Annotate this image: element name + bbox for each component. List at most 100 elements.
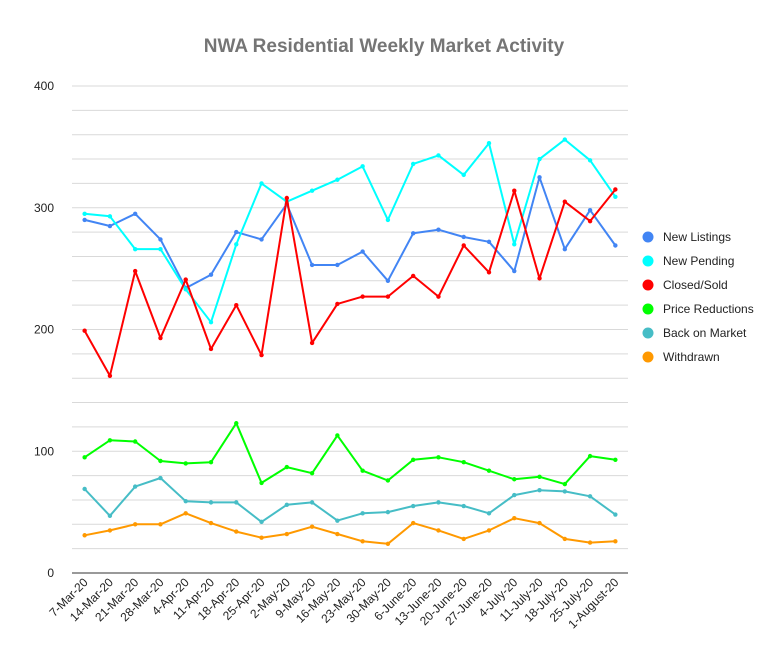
data-point-price-reductions: [436, 455, 441, 460]
data-point-price-reductions: [461, 460, 466, 465]
legend-marker: [642, 351, 654, 363]
data-point-price-reductions: [335, 433, 340, 438]
data-point-back-on-market: [537, 488, 542, 493]
data-point-closed-sold: [587, 218, 593, 224]
data-point-withdrawn: [613, 539, 618, 544]
grid-lines: [72, 85, 628, 574]
legend-label: Back on Market: [663, 326, 747, 340]
data-point-new-pending: [335, 177, 340, 182]
series-new-pending: [82, 137, 618, 325]
data-point-withdrawn: [461, 536, 466, 542]
legend-label: New Pending: [663, 254, 734, 268]
data-point-closed-sold: [436, 294, 441, 299]
data-point-new-listings: [385, 278, 391, 283]
data-point-back-on-market: [360, 511, 365, 516]
data-point-closed-sold: [486, 270, 492, 275]
data-point-price-reductions: [385, 478, 391, 483]
data-point-price-reductions: [512, 477, 517, 482]
data-point-closed-sold: [410, 273, 416, 279]
series-line-withdrawn: [84, 512, 616, 545]
y-tick-label: 0: [47, 566, 54, 580]
data-point-back-on-market: [284, 502, 290, 508]
data-point-back-on-market: [132, 484, 138, 489]
legend-item-closed-sold: Closed/Sold: [642, 278, 728, 292]
data-point-new-listings: [436, 227, 441, 232]
data-point-withdrawn: [107, 528, 113, 533]
legend-item-withdrawn: Withdrawn: [642, 350, 720, 364]
data-point-closed-sold: [335, 301, 340, 307]
data-point-new-pending: [486, 141, 492, 146]
data-point-withdrawn: [132, 522, 138, 527]
data-point-new-listings: [259, 237, 264, 242]
data-point-withdrawn: [562, 536, 568, 542]
data-point-price-reductions: [132, 439, 138, 444]
data-point-new-listings: [613, 243, 618, 248]
data-point-withdrawn: [158, 522, 163, 527]
data-point-price-reductions: [158, 458, 163, 464]
data-point-back-on-market: [335, 518, 340, 523]
data-point-new-pending: [259, 181, 264, 186]
data-point-new-pending: [208, 319, 214, 325]
data-point-closed-sold: [512, 188, 517, 193]
data-point-price-reductions: [410, 457, 416, 462]
data-point-back-on-market: [410, 503, 416, 509]
y-axis-ticks: 0 100 200 300 400: [34, 79, 54, 580]
chart-title: NWA Residential Weekly Market Activity: [204, 36, 565, 57]
data-point-new-pending: [183, 287, 188, 292]
data-point-withdrawn: [335, 531, 340, 537]
data-point-price-reductions: [562, 481, 568, 487]
series-line-back-on-market: [83, 477, 616, 523]
data-point-closed-sold: [132, 268, 138, 274]
data-point-back-on-market: [309, 500, 315, 505]
data-point-closed-sold: [259, 352, 264, 358]
data-point-withdrawn: [410, 520, 416, 526]
data-point-new-listings: [309, 262, 315, 268]
data-point-new-pending: [234, 242, 239, 247]
data-point-withdrawn: [208, 520, 214, 526]
data-point-new-pending: [158, 246, 163, 252]
data-point-price-reductions: [284, 464, 290, 470]
data-point-back-on-market: [486, 511, 492, 516]
data-point-new-listings: [82, 217, 87, 223]
data-point-back-on-market: [587, 494, 593, 499]
data-point-withdrawn: [234, 529, 239, 534]
data-point-closed-sold: [107, 373, 113, 378]
legend-item-back-on-market: Back on Market: [642, 326, 747, 340]
data-point-back-on-market: [107, 513, 113, 518]
data-point-withdrawn: [436, 528, 441, 533]
data-point-back-on-market: [562, 489, 568, 494]
legend-marker: [642, 327, 654, 339]
data-point-new-pending: [132, 246, 138, 252]
legend: New Listings New Pending Closed/Sold Price …: [642, 230, 754, 364]
data-point-new-pending: [461, 172, 466, 178]
y-tick-label: 200: [34, 323, 54, 337]
data-point-price-reductions: [360, 468, 365, 473]
data-point-back-on-market: [234, 500, 239, 505]
data-point-new-pending: [309, 188, 315, 193]
data-point-new-pending: [512, 242, 517, 247]
data-point-withdrawn: [284, 531, 290, 537]
data-point-new-pending: [587, 158, 593, 163]
data-point-back-on-market: [385, 509, 391, 515]
data-point-new-listings: [335, 262, 340, 268]
data-point-new-pending: [360, 164, 365, 169]
data-point-closed-sold: [158, 335, 163, 341]
data-point-new-listings: [410, 231, 416, 236]
data-point-new-pending: [385, 217, 391, 223]
series-back-on-market: [82, 475, 618, 525]
data-point-price-reductions: [183, 461, 188, 466]
data-point-new-pending: [613, 194, 618, 199]
data-point-price-reductions: [234, 421, 239, 426]
data-point-closed-sold: [284, 195, 290, 201]
legend-marker: [642, 279, 654, 291]
data-point-back-on-market: [461, 503, 466, 509]
legend-label: Price Reductions: [663, 302, 754, 316]
data-point-new-listings: [132, 211, 138, 217]
data-point-new-listings: [234, 229, 239, 235]
series-line-closed-sold: [83, 188, 617, 377]
data-point-withdrawn: [360, 539, 365, 544]
data-point-new-listings: [587, 207, 593, 213]
series-lines: [82, 137, 618, 546]
data-point-new-pending: [436, 153, 441, 158]
